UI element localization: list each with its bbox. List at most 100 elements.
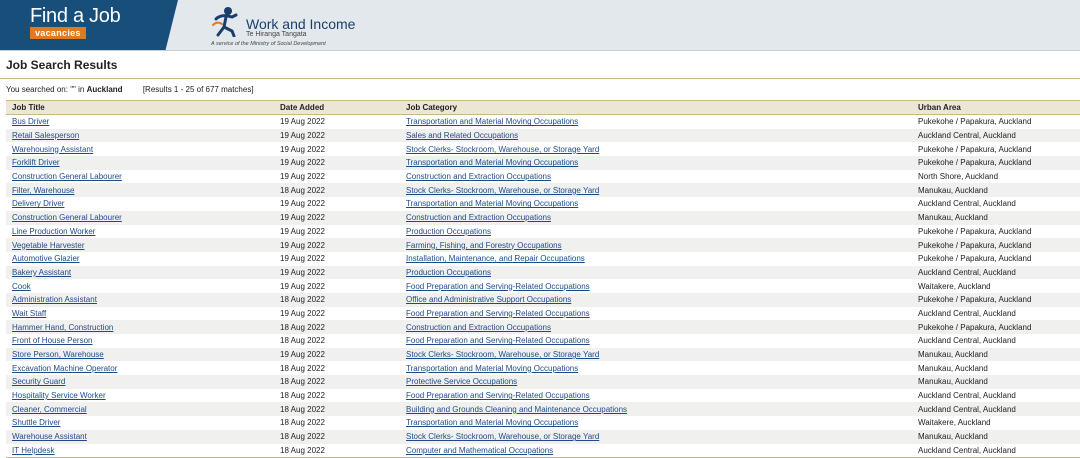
table-row: Construction General Labourer 19 Aug 2022… (6, 170, 1080, 184)
job-title-link[interactable]: Hammer Hand, Construction (12, 322, 114, 332)
job-title-link[interactable]: Cook (12, 281, 31, 291)
date-added-cell: 18 Aug 2022 (274, 429, 400, 444)
column-header-urban-area[interactable]: Urban Area (912, 100, 1080, 115)
find-a-job-title: Find a Job (30, 5, 121, 27)
urban-area-cell: Manukau, Auckland (912, 210, 1080, 225)
job-title-link[interactable]: Administration Assistant (12, 295, 97, 305)
job-title-link[interactable]: Wait Staff (12, 308, 47, 318)
urban-area-cell: Manukau, Auckland (918, 363, 988, 373)
job-title-link[interactable]: Security Guard (12, 377, 66, 387)
urban-area-cell: Auckland Central, Auckland (912, 443, 1080, 458)
job-title-link[interactable]: Store Person, Warehouse (12, 350, 104, 360)
job-title-link[interactable]: Construction General Labourer (12, 172, 122, 182)
date-added-cell: 19 Aug 2022 (274, 156, 400, 170)
job-title-cell: Forklift Driver (6, 156, 274, 170)
work-and-income-title: Work and Income (246, 16, 356, 32)
vacancies-label: vacancies (30, 27, 86, 39)
job-category-link[interactable]: Protective Service Occupations (406, 377, 518, 387)
table-row: Wait Staff 19 Aug 2022 Food Preparation an… (6, 307, 1080, 321)
job-title-link[interactable]: Front of House Person (12, 336, 93, 346)
date-added-cell: 18 Aug 2022 (274, 375, 400, 389)
table-header-row: Job Title Date Added Job Category Urban … (6, 100, 1080, 115)
job-category-link[interactable]: Food Preparation and Serving-Related Occ… (406, 336, 590, 346)
job-title-cell: Vegetable Harvester (6, 238, 274, 252)
job-title-cell: Retail Salesperson (6, 128, 274, 143)
job-category-link[interactable]: Stock Clerks- Stockroom, Warehouse, or S… (406, 185, 600, 195)
table-row: Administration Assistant 18 Aug 2022 Offic… (6, 292, 1080, 307)
job-category-link[interactable]: Installation, Maintenance, and Repair Oc… (406, 254, 585, 264)
date-added-cell: 19 Aug 2022 (274, 210, 400, 225)
job-title-cell: Hospitality Service Worker (6, 389, 274, 403)
job-category-link[interactable]: Transportation and Material Moving Occup… (406, 117, 579, 127)
job-category-link[interactable]: Office and Administrative Support Occupa… (406, 295, 572, 305)
urban-area-cell: Manukau, Auckland (912, 429, 1080, 444)
job-title-cell: Bakery Assistant (6, 265, 274, 280)
job-category-link[interactable]: Production Occupations (406, 226, 491, 236)
job-title-cell: Line Production Worker (6, 225, 274, 239)
job-category-link[interactable]: Stock Clerks- Stockroom, Warehouse, or S… (406, 350, 600, 360)
job-title-link[interactable]: Delivery Driver (12, 199, 65, 209)
job-category-link[interactable]: Transportation and Material Moving Occup… (406, 418, 579, 428)
urban-area-cell: Pukekohe / Papakura, Auckland (912, 292, 1080, 307)
job-category-link[interactable]: Construction and Extraction Occupations (406, 322, 551, 332)
job-category-link[interactable]: Food Preparation and Serving-Related Occ… (406, 391, 590, 401)
job-title-cell: Construction General Labourer (6, 210, 274, 225)
job-title-link[interactable]: Cleaner, Commercial (12, 404, 87, 414)
job-title-link[interactable]: Bus Driver (12, 117, 50, 127)
job-category-link[interactable]: Transportation and Material Moving Occup… (406, 363, 579, 373)
job-category-link[interactable]: Sales and Related Occupations (406, 131, 519, 141)
job-title-cell: Bus Driver (6, 115, 274, 129)
job-category-cell: Computer and Mathematical Occupations (400, 443, 912, 458)
date-added-cell: 18 Aug 2022 (274, 183, 400, 198)
job-category-link[interactable]: Food Preparation and Serving-Related Occ… (406, 281, 590, 291)
date-added-cell: 19 Aug 2022 (280, 172, 325, 182)
job-title-link[interactable]: Forklift Driver (12, 158, 60, 168)
job-title-link[interactable]: Retail Salesperson (12, 131, 80, 141)
job-category-link[interactable]: Building and Grounds Cleaning and Mainte… (406, 404, 628, 414)
job-category-cell: Construction and Extraction Occupations (400, 170, 912, 184)
work-and-income-logo-icon[interactable] (210, 5, 242, 37)
date-added-cell: 19 Aug 2022 (280, 226, 325, 236)
column-header-job-category[interactable]: Job Category (400, 100, 912, 115)
date-added-cell: 18 Aug 2022 (280, 363, 325, 373)
job-category-link[interactable]: Transportation and Material Moving Occup… (406, 158, 579, 168)
table-row: Cleaner, Commercial 18 Aug 2022 Building a… (6, 402, 1080, 417)
job-category-link[interactable]: Production Occupations (406, 267, 491, 277)
job-title-link[interactable]: Vegetable Harvester (12, 240, 85, 250)
job-title-link[interactable]: IT Helpdesk (12, 445, 55, 455)
urban-area-cell: North Shore, Auckland (918, 172, 999, 182)
job-category-cell: Sales and Related Occupations (400, 128, 912, 143)
job-category-link[interactable]: Computer and Mathematical Occupations (406, 445, 554, 455)
find-a-job-logo[interactable]: Find a Job vacancies (0, 0, 192, 50)
job-title-link[interactable]: Warehousing Assistant (12, 144, 94, 154)
job-category-link[interactable]: Stock Clerks- Stockroom, Warehouse, or S… (406, 432, 600, 442)
urban-area-cell: Manukau, Auckland (912, 183, 1080, 198)
job-title-link[interactable]: Automotive Glazier (12, 254, 80, 264)
column-header-job-title[interactable]: Job Title (6, 100, 274, 115)
job-category-link[interactable]: Construction and Extraction Occupations (406, 172, 551, 182)
job-category-link[interactable]: Farming, Fishing, and Forestry Occupatio… (406, 240, 562, 250)
urban-area-cell: Auckland Central, Auckland (912, 265, 1080, 280)
job-title-link[interactable]: Hospitality Service Worker (12, 391, 106, 401)
job-title-link[interactable]: Warehouse Assistant (12, 432, 87, 442)
ministry-tagline: A service of the Ministry of Social Deve… (211, 41, 326, 47)
job-category-link[interactable]: Transportation and Material Moving Occup… (406, 199, 579, 209)
job-category-link[interactable]: Construction and Extraction Occupations (406, 213, 551, 223)
results-table: Job Title Date Added Job Category Urban … (6, 100, 1080, 458)
job-title-link[interactable]: Line Production Worker (12, 226, 96, 236)
date-added-cell: 18 Aug 2022 (274, 443, 400, 458)
urban-area-cell: Pukekohe / Papakura, Auckland (912, 238, 1080, 252)
job-category-cell: Construction and Extraction Occupations (400, 210, 912, 225)
table-row: Retail Salesperson 19 Aug 2022 Sales and R… (6, 128, 1080, 143)
job-title-link[interactable]: Excavation Machine Operator (12, 363, 118, 373)
job-category-link[interactable]: Stock Clerks- Stockroom, Warehouse, or S… (406, 144, 600, 154)
job-title-link[interactable]: Bakery Assistant (12, 267, 72, 277)
job-title-cell: Store Person, Warehouse (6, 347, 274, 362)
job-category-link[interactable]: Food Preparation and Serving-Related Occ… (406, 308, 590, 318)
job-title-link[interactable]: Construction General Labourer (12, 213, 122, 223)
column-header-date-added[interactable]: Date Added (274, 100, 400, 115)
job-category-cell: Food Preparation and Serving-Related Occ… (400, 279, 912, 293)
job-title-link[interactable]: Shuttle Driver (12, 418, 61, 428)
job-category-cell: Protective Service Occupations (400, 375, 912, 389)
job-title-link[interactable]: Filter, Warehouse (12, 185, 75, 195)
